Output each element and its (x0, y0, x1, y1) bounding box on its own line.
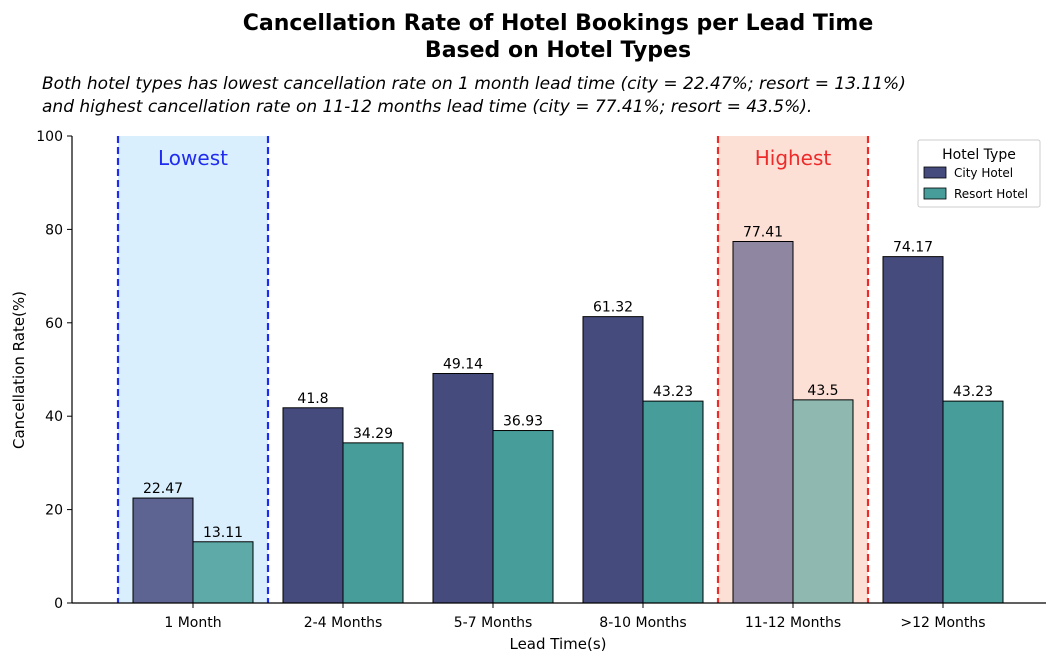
value-label-1-0: 13.11 (203, 525, 243, 541)
bar-0-3 (582, 316, 644, 604)
legend-label-0: City Hotel (954, 166, 1013, 180)
legend: Hotel Type City Hotel Resort Hotel (917, 139, 1041, 208)
y-tick-label-1: 20 (45, 503, 63, 519)
x-tick-label-4: 11-12 Months (745, 615, 841, 631)
y-tick-label-4: 80 (45, 222, 63, 238)
axes: 0 20 40 60 80 100 1 Month 2-4 Months 5-7 Months 8… (36, 129, 1046, 631)
value-label-1-4: 43.5 (807, 383, 838, 399)
x-tick-label-3: 8-10 Months (599, 615, 686, 631)
chart-subtitle-line-1: Both hotel types has lowest cancellation… (42, 74, 906, 94)
legend-title: Hotel Type (942, 147, 1016, 163)
bar-0-2 (432, 373, 494, 604)
value-label-0-0: 22.47 (143, 481, 183, 497)
legend-box (917, 139, 1041, 208)
value-label-1-3: 43.23 (653, 384, 693, 400)
bar-1-2 (492, 430, 554, 604)
y-tick-label-5: 100 (36, 129, 63, 145)
bar-marks: 22.47 41.8 49.14 61.32 77.41 74.17 13.11 34.29 3… (132, 224, 1004, 604)
bar-0-4 (732, 240, 794, 604)
chart-title-line-1: Cancellation Rate of Hotel Bookings per … (243, 11, 874, 36)
x-axis-label: Lead Time(s) (509, 635, 606, 653)
y-tick-label-3: 60 (45, 316, 63, 332)
legend-label-1: Resort Hotel (954, 187, 1028, 201)
bar-1-1 (342, 442, 404, 604)
y-tick-label-0: 0 (54, 596, 63, 612)
x-tick-label-2: 5-7 Months (454, 615, 533, 631)
bar-1-0 (192, 541, 254, 604)
highlight-label-1: Highest (755, 146, 832, 170)
value-label-0-1: 41.8 (297, 391, 328, 407)
value-label-0-4: 77.41 (743, 224, 783, 240)
value-label-0-3: 61.32 (593, 300, 633, 316)
highlight-label-0: Lowest (158, 146, 228, 170)
value-label-1-5: 43.23 (953, 384, 993, 400)
chart-subtitle-line-2: and highest cancellation rate on 11-12 m… (42, 97, 812, 117)
bar-0-5 (882, 256, 944, 604)
legend-swatch-0 (923, 166, 947, 179)
x-tick-label-1: 2-4 Months (304, 615, 383, 631)
x-tick-label-5: >12 Months (900, 615, 985, 631)
bar-1-5 (942, 400, 1004, 604)
legend-swatch-1 (923, 187, 947, 200)
bar-0-1 (282, 407, 344, 604)
y-axis-label: Cancellation Rate(%) (10, 291, 28, 449)
bar-0-0 (132, 497, 194, 604)
bar-1-3 (642, 400, 704, 604)
x-tick-label-0: 1 Month (164, 615, 221, 631)
value-label-1-2: 36.93 (503, 414, 543, 430)
bar-1-4 (792, 399, 854, 604)
chart-title-line-2: Based on Hotel Types (425, 38, 691, 63)
value-label-0-2: 49.14 (443, 357, 483, 373)
value-label-1-1: 34.29 (353, 426, 393, 442)
y-tick-label-2: 40 (45, 409, 63, 425)
value-label-0-5: 74.17 (893, 240, 933, 256)
